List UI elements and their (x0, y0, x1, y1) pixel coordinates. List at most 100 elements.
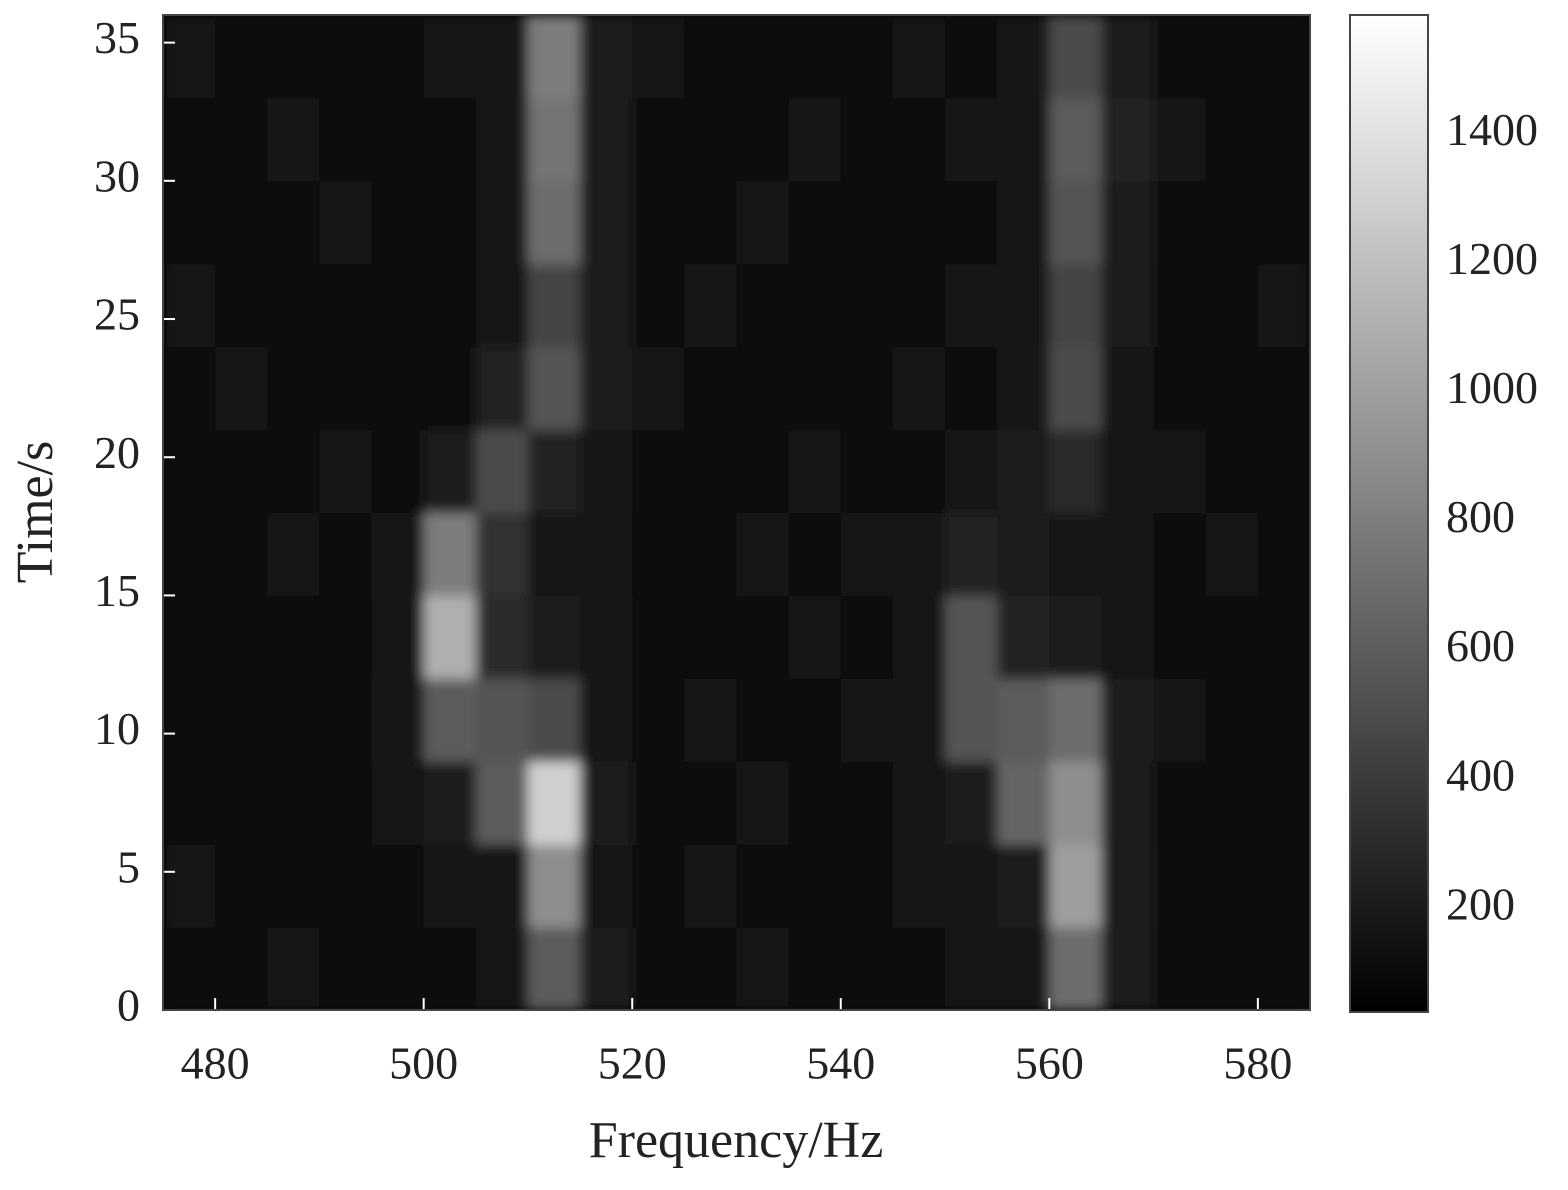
y-tick-label: 0 (117, 980, 140, 1031)
heatmap-cell (371, 678, 425, 762)
heatmap-cell (319, 263, 373, 348)
y-axis-label: Time/s (7, 441, 64, 584)
heatmap-cell (1257, 180, 1310, 265)
heatmap-cell (371, 263, 425, 348)
heatmap-cell (215, 761, 268, 845)
heatmap-cell (1153, 678, 1207, 762)
heatmap-cell (736, 761, 790, 845)
heatmap-cell (632, 927, 685, 1010)
heatmap-cell (1101, 15, 1155, 99)
heatmap-cell (527, 512, 581, 596)
heatmap-cell (684, 429, 737, 513)
heatmap-cell (945, 346, 998, 431)
heatmap-cell (580, 263, 633, 348)
y-tick-label: 15 (94, 565, 140, 616)
heatmap-cell (475, 595, 529, 679)
heatmap-cell (736, 263, 790, 348)
heatmap-cell (475, 346, 529, 431)
heatmap-cell (371, 346, 425, 431)
heatmap-cell (945, 263, 998, 348)
heatmap-cell (527, 15, 581, 99)
heatmap-cell (580, 844, 633, 928)
heatmap-cell (1153, 761, 1207, 845)
colorbar-tick-label: 600 (1446, 620, 1515, 671)
heatmap-cell (1257, 678, 1310, 762)
heatmap-cell (1049, 844, 1102, 928)
heatmap-cell (163, 97, 216, 182)
heatmap-cell (319, 15, 373, 99)
heatmap-cell (163, 761, 216, 845)
heatmap-cell (423, 429, 477, 513)
heatmap-cell (1153, 429, 1207, 513)
heatmap-cell (684, 595, 737, 679)
y-tick-label: 5 (117, 841, 140, 892)
heatmap-cell (527, 97, 581, 182)
x-tick-label: 480 (181, 1038, 250, 1089)
heatmap-cell (632, 97, 685, 182)
heatmap-cell (527, 346, 581, 431)
heatmap-cell (632, 15, 685, 99)
heatmap-cell (215, 927, 268, 1010)
heatmap-cell (1205, 761, 1259, 845)
heatmap-cell (736, 678, 790, 762)
heatmap-cell (1101, 512, 1155, 596)
heatmap-cell (1049, 512, 1102, 596)
heatmap-cell (527, 180, 581, 265)
heatmap-cell (788, 761, 842, 845)
heatmap-cell (840, 512, 894, 596)
heatmap-cell (371, 927, 425, 1010)
heatmap-cell (371, 15, 425, 99)
heatmap-cell (580, 927, 633, 1010)
heatmap-cell (163, 346, 216, 431)
heatmap-cell (527, 927, 581, 1010)
heatmap-cell (319, 429, 373, 513)
colorbar-tick-label: 800 (1446, 491, 1515, 542)
heatmap-cell (736, 97, 790, 182)
heatmap-cell (371, 844, 425, 928)
heatmap-cell (423, 97, 477, 182)
heatmap-cell (423, 512, 477, 596)
heatmap-cell (1101, 180, 1155, 265)
heatmap-cell (788, 263, 842, 348)
heatmap-cell (945, 429, 998, 513)
heatmap-cell (215, 429, 268, 513)
heatmap-cell (684, 678, 737, 762)
colorbar-tick-label: 200 (1446, 878, 1515, 929)
heatmap-cell (840, 97, 894, 182)
heatmap-cell (1153, 15, 1207, 99)
heatmap-cell (997, 595, 1050, 679)
heatmap-cell (736, 346, 790, 431)
heatmap-cell (997, 263, 1050, 348)
heatmap-cell (945, 844, 998, 928)
heatmap-cell (892, 512, 946, 596)
heatmap-cell (684, 263, 737, 348)
heatmap-cell (1205, 927, 1259, 1010)
heatmap-cell (1153, 927, 1207, 1010)
heatmap-cell (1257, 263, 1310, 348)
heatmap-cell (527, 678, 581, 762)
heatmap-cell (319, 512, 373, 596)
heatmap-cell (892, 927, 946, 1010)
heatmap-cell (684, 346, 737, 431)
heatmap-cell (267, 429, 320, 513)
heatmap-cell (423, 346, 477, 431)
x-tick-label: 580 (1223, 1038, 1292, 1089)
colorbar (1349, 14, 1429, 1013)
heatmap-cell (1257, 927, 1310, 1010)
heatmap-cell (684, 180, 737, 265)
heatmap-cell (736, 844, 790, 928)
heatmap-cell (319, 595, 373, 679)
heatmap-cell (1153, 595, 1207, 679)
heatmap-cell (1205, 678, 1259, 762)
heatmap-cell (1205, 595, 1259, 679)
heatmap-cell (632, 761, 685, 845)
heatmap-cell (215, 263, 268, 348)
heatmap-cell (371, 429, 425, 513)
heatmap-cell (267, 346, 320, 431)
heatmap-cell (163, 844, 216, 928)
heatmap-cell (267, 761, 320, 845)
heatmap-cell (997, 512, 1050, 596)
colorbar-tick-label: 1000 (1446, 362, 1538, 413)
heatmap-cell (475, 180, 529, 265)
heatmap-cell (215, 180, 268, 265)
